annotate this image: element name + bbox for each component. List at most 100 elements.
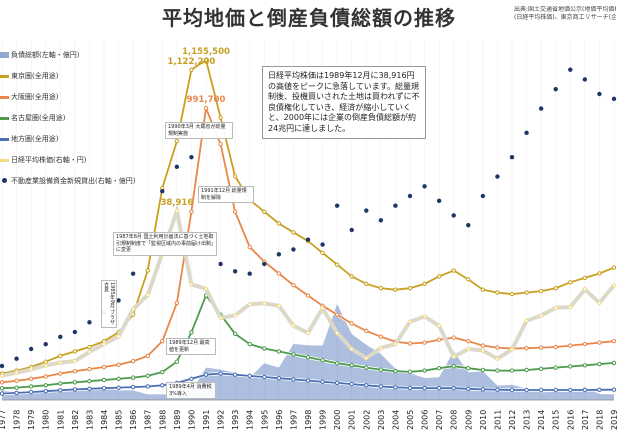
series-point	[43, 383, 48, 388]
loan-point	[436, 198, 442, 204]
series-point	[480, 367, 486, 373]
series-point	[437, 323, 442, 328]
series-point	[58, 371, 63, 376]
series-point	[58, 353, 63, 359]
series-point	[305, 293, 311, 298]
series-point	[14, 378, 19, 384]
series-point	[291, 377, 296, 382]
x-tick-label: 2018	[595, 410, 604, 430]
x-tick-label: 1980	[42, 410, 51, 430]
series-point	[145, 384, 150, 389]
loan-point	[611, 96, 617, 102]
legend-swatch	[0, 117, 9, 120]
series-point	[568, 280, 573, 285]
series-point	[145, 353, 150, 359]
series-point	[87, 378, 92, 384]
series-point	[58, 360, 63, 365]
series-point	[262, 301, 267, 306]
loan-point	[116, 298, 121, 303]
series-point	[378, 384, 384, 389]
series-point	[189, 282, 194, 287]
series-point	[189, 67, 194, 72]
loan-point	[480, 193, 486, 199]
x-tick-label: 1987	[144, 410, 153, 430]
series-point	[291, 352, 296, 357]
x-tick-label: 2019	[610, 410, 618, 430]
legend-label: 東京圏(全用途)	[11, 72, 59, 80]
x-tick-label: 1985	[115, 410, 124, 430]
series-point	[334, 361, 340, 366]
series-point	[364, 356, 369, 361]
series-point	[247, 341, 252, 347]
annotation-text: 1989年4月 消費税3%導入	[169, 384, 212, 397]
series-point	[218, 141, 223, 147]
series-point	[597, 300, 602, 305]
series-point	[480, 348, 485, 353]
x-tick-label: 1979	[27, 410, 36, 430]
loan-point	[58, 334, 63, 340]
series-point	[466, 277, 471, 282]
legend-label: 不動産業設備資金新規貸出(右軸・億円)	[11, 177, 136, 185]
legend-label: 日経平均株価(右軸・円)	[11, 156, 87, 164]
series-point	[480, 287, 486, 292]
series-point	[131, 307, 136, 312]
series-point	[451, 363, 456, 369]
series-point	[538, 345, 544, 350]
series-point	[364, 383, 369, 388]
series-point	[451, 386, 456, 391]
x-tick-label: 1990	[187, 410, 196, 430]
series-point	[582, 387, 588, 393]
series-point	[247, 302, 252, 307]
loan-point	[538, 106, 544, 111]
series-point	[393, 385, 398, 390]
series-point	[495, 345, 500, 350]
series-point	[597, 271, 602, 276]
annotation-total-volume-regulation: 1990年3月 大蔵省が総量規制実施	[165, 122, 233, 139]
loan-point	[582, 77, 588, 82]
series-point	[407, 369, 413, 374]
loan-point	[174, 164, 180, 170]
series-point	[87, 366, 92, 372]
series-point	[524, 290, 529, 295]
loan-point	[509, 154, 515, 160]
data-label: 991,700	[187, 95, 226, 105]
loan-point	[189, 154, 194, 160]
series-point	[87, 344, 92, 350]
series-point	[72, 387, 78, 392]
series-point	[524, 318, 529, 323]
series-point	[130, 384, 136, 390]
series-point	[232, 372, 238, 377]
series-point	[43, 388, 48, 394]
legend-swatch	[2, 178, 7, 183]
x-tick-label: 2017	[581, 410, 590, 430]
x-tick-label: 2013	[523, 410, 532, 430]
x-tick-label: 1999	[319, 410, 328, 430]
series-point	[349, 346, 354, 352]
series-point	[451, 335, 456, 340]
loan-point	[14, 356, 19, 361]
series-point	[407, 285, 413, 291]
series-point	[393, 368, 398, 374]
x-tick-label: 1983	[85, 410, 94, 430]
legend-label: 名古屋圏(全用途)	[11, 114, 66, 122]
series-point	[538, 366, 544, 372]
series-point	[611, 283, 617, 288]
series-point	[553, 305, 558, 310]
legend-swatch	[0, 52, 9, 58]
series-point	[451, 354, 456, 359]
series-point	[320, 358, 325, 363]
series-point	[553, 285, 558, 291]
x-tick-label: 1998	[304, 410, 313, 430]
series-point	[87, 349, 92, 355]
x-tick-label: 2004	[391, 410, 400, 430]
legend-swatch	[0, 96, 9, 99]
annotation-text: 1989年12月 最高値を更新	[169, 340, 210, 353]
x-tick-label: 1997	[289, 410, 298, 430]
series-point	[466, 386, 471, 392]
loan-point	[320, 242, 325, 247]
series-point	[203, 372, 209, 377]
series-point	[539, 313, 544, 318]
series-point	[0, 386, 5, 391]
series-point	[334, 262, 340, 267]
series-point	[364, 281, 369, 286]
